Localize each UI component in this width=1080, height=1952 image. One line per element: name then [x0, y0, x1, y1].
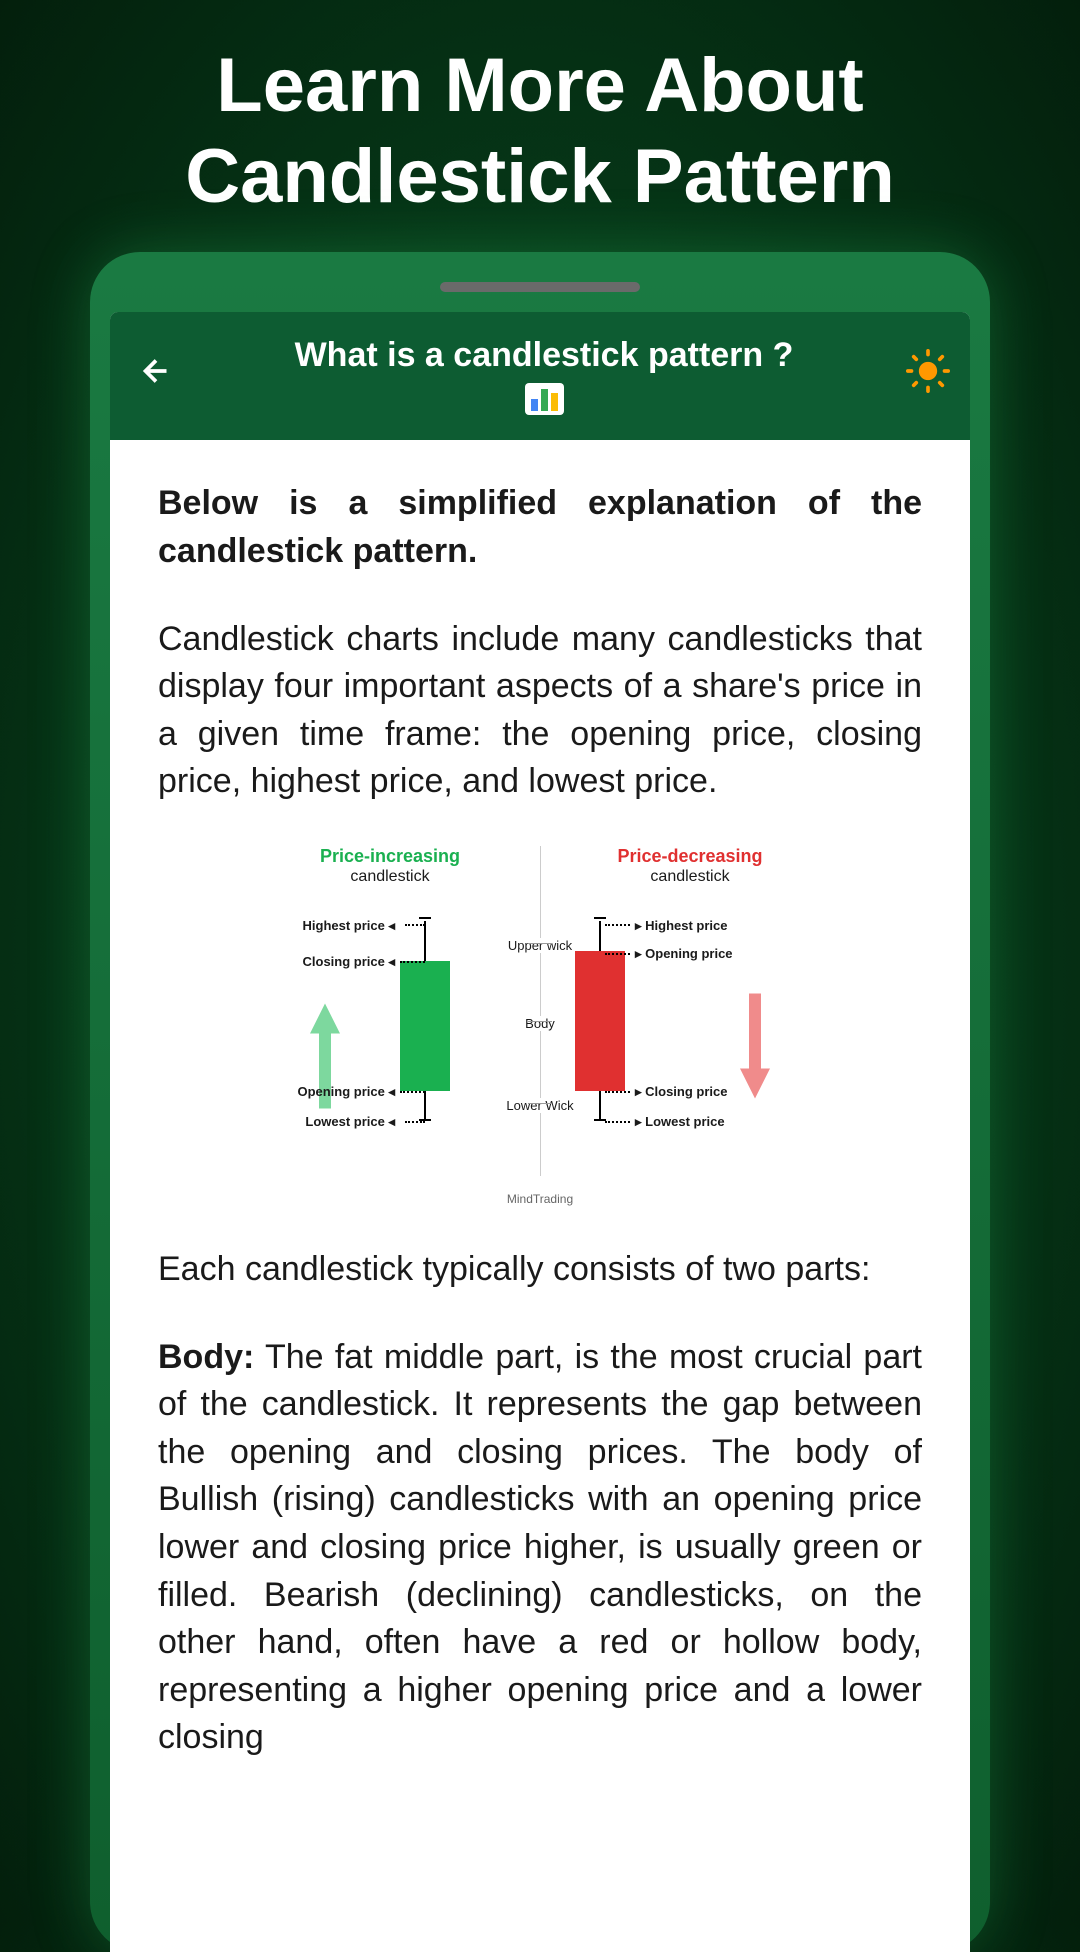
- label-closing: Closing price ◂: [303, 954, 396, 970]
- chart-icon: [525, 383, 564, 416]
- lower-wick-label: Lower Wick: [504, 1098, 575, 1113]
- label-closing-r: ▸ Closing price: [635, 1084, 728, 1100]
- app-header: What is a candlestick pattern ?: [110, 312, 970, 440]
- arrow-up-icon: [310, 986, 340, 1126]
- left-title: Price-increasing: [320, 846, 460, 866]
- diagram-brand: MindTrading: [507, 1192, 573, 1206]
- label-highest: Highest price ◂: [303, 918, 396, 934]
- paragraph-2: Each candlestick typically consists of t…: [158, 1246, 922, 1294]
- label-lowest: Lowest price ◂: [305, 1114, 395, 1130]
- left-subtitle: candlestick: [240, 868, 540, 886]
- device-frame: What is a candlestick pattern ?: [90, 252, 990, 1952]
- right-subtitle: candlestick: [540, 868, 840, 886]
- paragraph-body: Body: The fat middle part, is the most c…: [158, 1334, 922, 1762]
- diagram-left: Price-increasing candlestick Highest p: [240, 846, 540, 1206]
- promo-title: Learn More About Candlestick Pattern: [0, 0, 1080, 252]
- right-title: Price-decreasing: [617, 846, 762, 866]
- label-lowest-r: ▸ Lowest price: [635, 1114, 725, 1130]
- candlestick-diagram: Price-increasing candlestick Highest p: [240, 846, 840, 1206]
- page-title: What is a candlestick pattern ?: [198, 336, 890, 375]
- paragraph-1: Candlestick charts include many candlest…: [158, 616, 922, 806]
- content-area: Below is a simplified explanation of the…: [110, 440, 970, 1842]
- diagram-right: Price-decreasing candlestick ▸ Highest: [540, 846, 840, 1206]
- device-notch: [440, 282, 640, 292]
- app-screen: What is a candlestick pattern ?: [110, 312, 970, 1952]
- upper-wick-label: Upper wick: [506, 938, 574, 953]
- header-center: What is a candlestick pattern ?: [198, 336, 890, 416]
- label-highest-r: ▸ Highest price: [635, 918, 728, 934]
- label-opening-r: ▸ Opening price: [635, 946, 733, 962]
- back-button[interactable]: [130, 349, 182, 403]
- arrow-down-icon: [740, 976, 770, 1116]
- body-label: Body: [523, 1016, 557, 1031]
- theme-toggle-icon[interactable]: [906, 349, 950, 404]
- label-opening: Opening price ◂: [297, 1084, 395, 1100]
- intro-text: Below is a simplified explanation of the…: [158, 480, 922, 575]
- body-term: Body:: [158, 1338, 254, 1376]
